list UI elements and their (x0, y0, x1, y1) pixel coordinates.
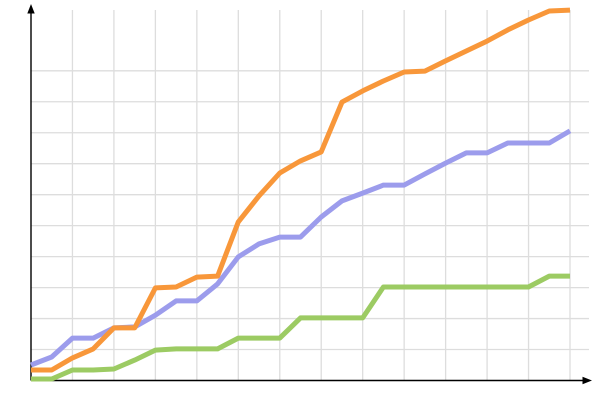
x-axis-arrow-icon (582, 376, 592, 385)
gridlines (31, 10, 589, 381)
series-green-line (31, 273, 570, 382)
series-orange-line (31, 7, 571, 373)
axes (27, 4, 592, 385)
y-axis-arrow-icon (27, 4, 35, 14)
